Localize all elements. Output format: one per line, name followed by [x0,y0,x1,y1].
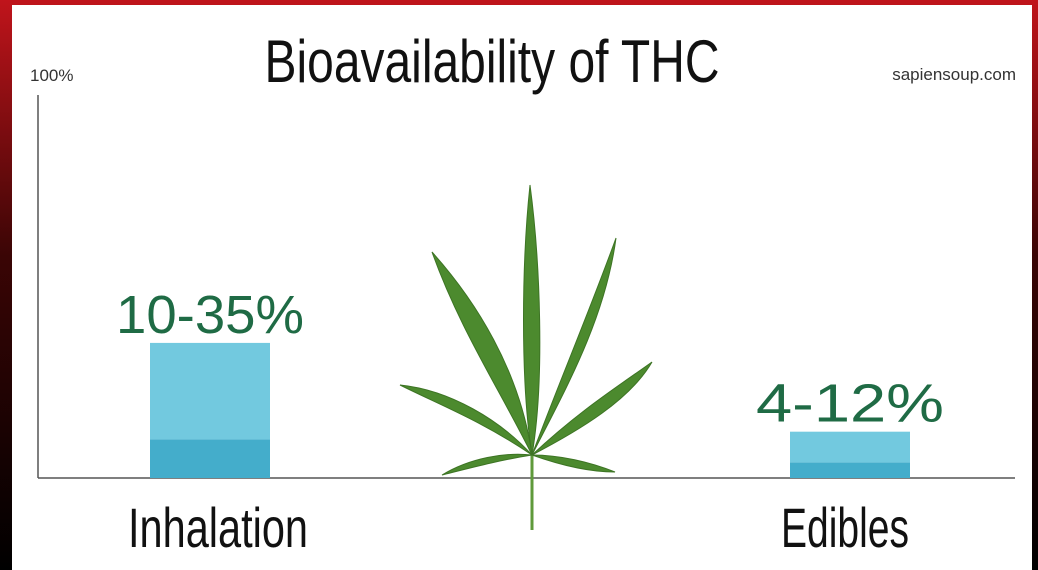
x-tick-label: Edibles [781,496,909,559]
bar-low [150,439,270,478]
cannabis-leaf [399,184,653,530]
value-label: 10-35% [116,285,304,345]
chart-title: Bioavailability of THC [265,28,720,95]
bar-low [790,462,910,478]
bar-range [150,342,270,440]
y-tick-label: 100% [30,66,73,85]
source-label: sapiensoup.com [892,65,1016,84]
x-tick-label: Inhalation [128,496,308,559]
bar-range [790,431,910,463]
value-label: 4-12% [756,374,944,434]
